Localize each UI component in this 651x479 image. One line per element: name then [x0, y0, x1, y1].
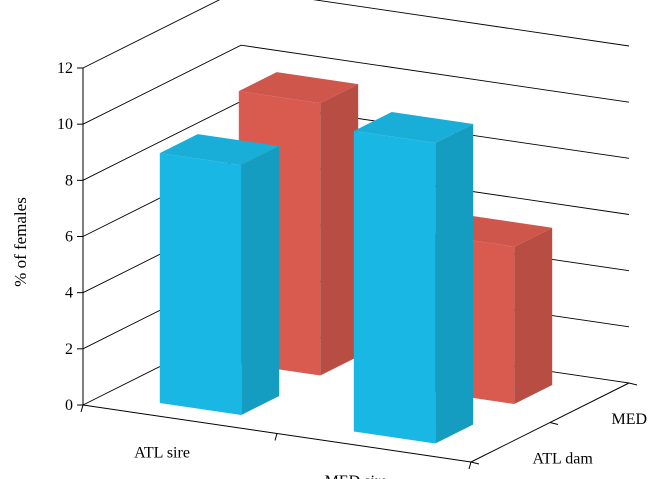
gridline: [82, 0, 630, 69]
y-tick-label: 12: [57, 60, 73, 77]
bar-front-face: [159, 153, 242, 415]
depth-tick-mark: [470, 461, 480, 465]
bar-top-face: [353, 112, 474, 143]
bar-atl-dam-med-sire: [353, 112, 474, 444]
depth-tick-mark: [549, 422, 559, 425]
y-tick-label: 2: [65, 341, 73, 358]
depth-category-label: ATL dam: [533, 450, 594, 467]
bar-atl-dam-atl-sire: [159, 134, 280, 415]
y-axis-title: % of females: [11, 197, 30, 287]
bar-side-face: [320, 84, 359, 376]
depth-tick-mark: [628, 382, 638, 386]
y-tick-label: 6: [65, 229, 73, 246]
y-tick-label: 4: [65, 285, 73, 302]
x-category-label: MED sire: [325, 473, 388, 479]
depth-category-label: MED dam: [612, 411, 651, 428]
x-tick-mark: [274, 433, 278, 441]
gridline: [82, 44, 630, 125]
bar-side-face: [435, 124, 474, 444]
x-category-label: ATL sire: [134, 444, 190, 461]
bar-side-face: [241, 146, 280, 415]
y-tick-label: 8: [65, 172, 73, 189]
x-tick-mark: [80, 404, 84, 413]
bar-front-face: [353, 131, 436, 444]
axes: [77, 67, 638, 470]
y-tick-label: 10: [57, 116, 73, 133]
x-tick-mark: [468, 461, 472, 470]
bar-side-face: [514, 227, 553, 404]
bar-top-face: [159, 134, 280, 165]
labels: 0 2 4 6 8 10 12 ATL sire MED sire ATL dam MED dam: [57, 60, 651, 479]
bars: [159, 72, 553, 444]
bar-top-face: [238, 72, 359, 104]
y-tick-label: 0: [65, 397, 73, 414]
